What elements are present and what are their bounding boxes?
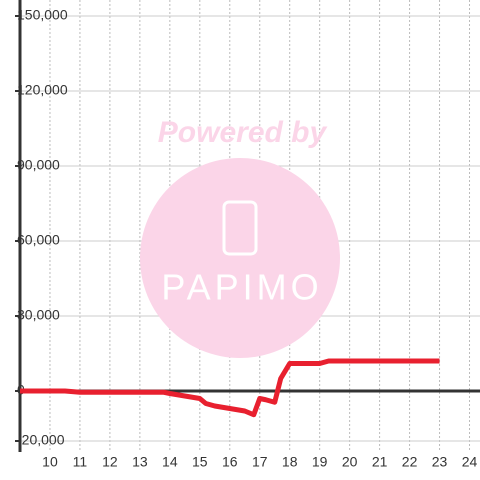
watermark-text: Powered by (158, 116, 328, 149)
x-tick-label: 23 (432, 454, 448, 470)
x-tick-label: 11 (73, 454, 88, 470)
y-tick-label: 90,000 (17, 157, 60, 173)
watermark-icon (222, 200, 258, 256)
y-tick-label: 150,000 (17, 7, 68, 23)
watermark-circle (140, 158, 340, 358)
x-tick-label: 14 (162, 454, 178, 470)
x-tick-label: 12 (102, 454, 118, 470)
x-tick-label: 20 (342, 454, 358, 470)
x-tick-label: 13 (132, 454, 148, 470)
y-tick-label: 30,000 (17, 307, 60, 323)
x-tick-label: 21 (372, 454, 388, 470)
x-tick-label: 15 (192, 454, 208, 470)
x-tick-label: 16 (222, 454, 238, 470)
x-tick-label: 22 (402, 454, 418, 470)
x-tick-label: 18 (282, 454, 298, 470)
watermark-logo: PAPIMO (161, 267, 322, 308)
y-tick-label: 120,000 (17, 82, 68, 98)
y-tick-label: -20,000 (17, 432, 65, 448)
x-tick-label: 10 (42, 454, 58, 470)
x-tick-label: 17 (252, 454, 268, 470)
x-tick-label: 24 (462, 454, 478, 470)
x-tick-label: 19 (312, 454, 328, 470)
line-series (20, 358, 440, 418)
y-tick-label: 60,000 (17, 232, 60, 248)
